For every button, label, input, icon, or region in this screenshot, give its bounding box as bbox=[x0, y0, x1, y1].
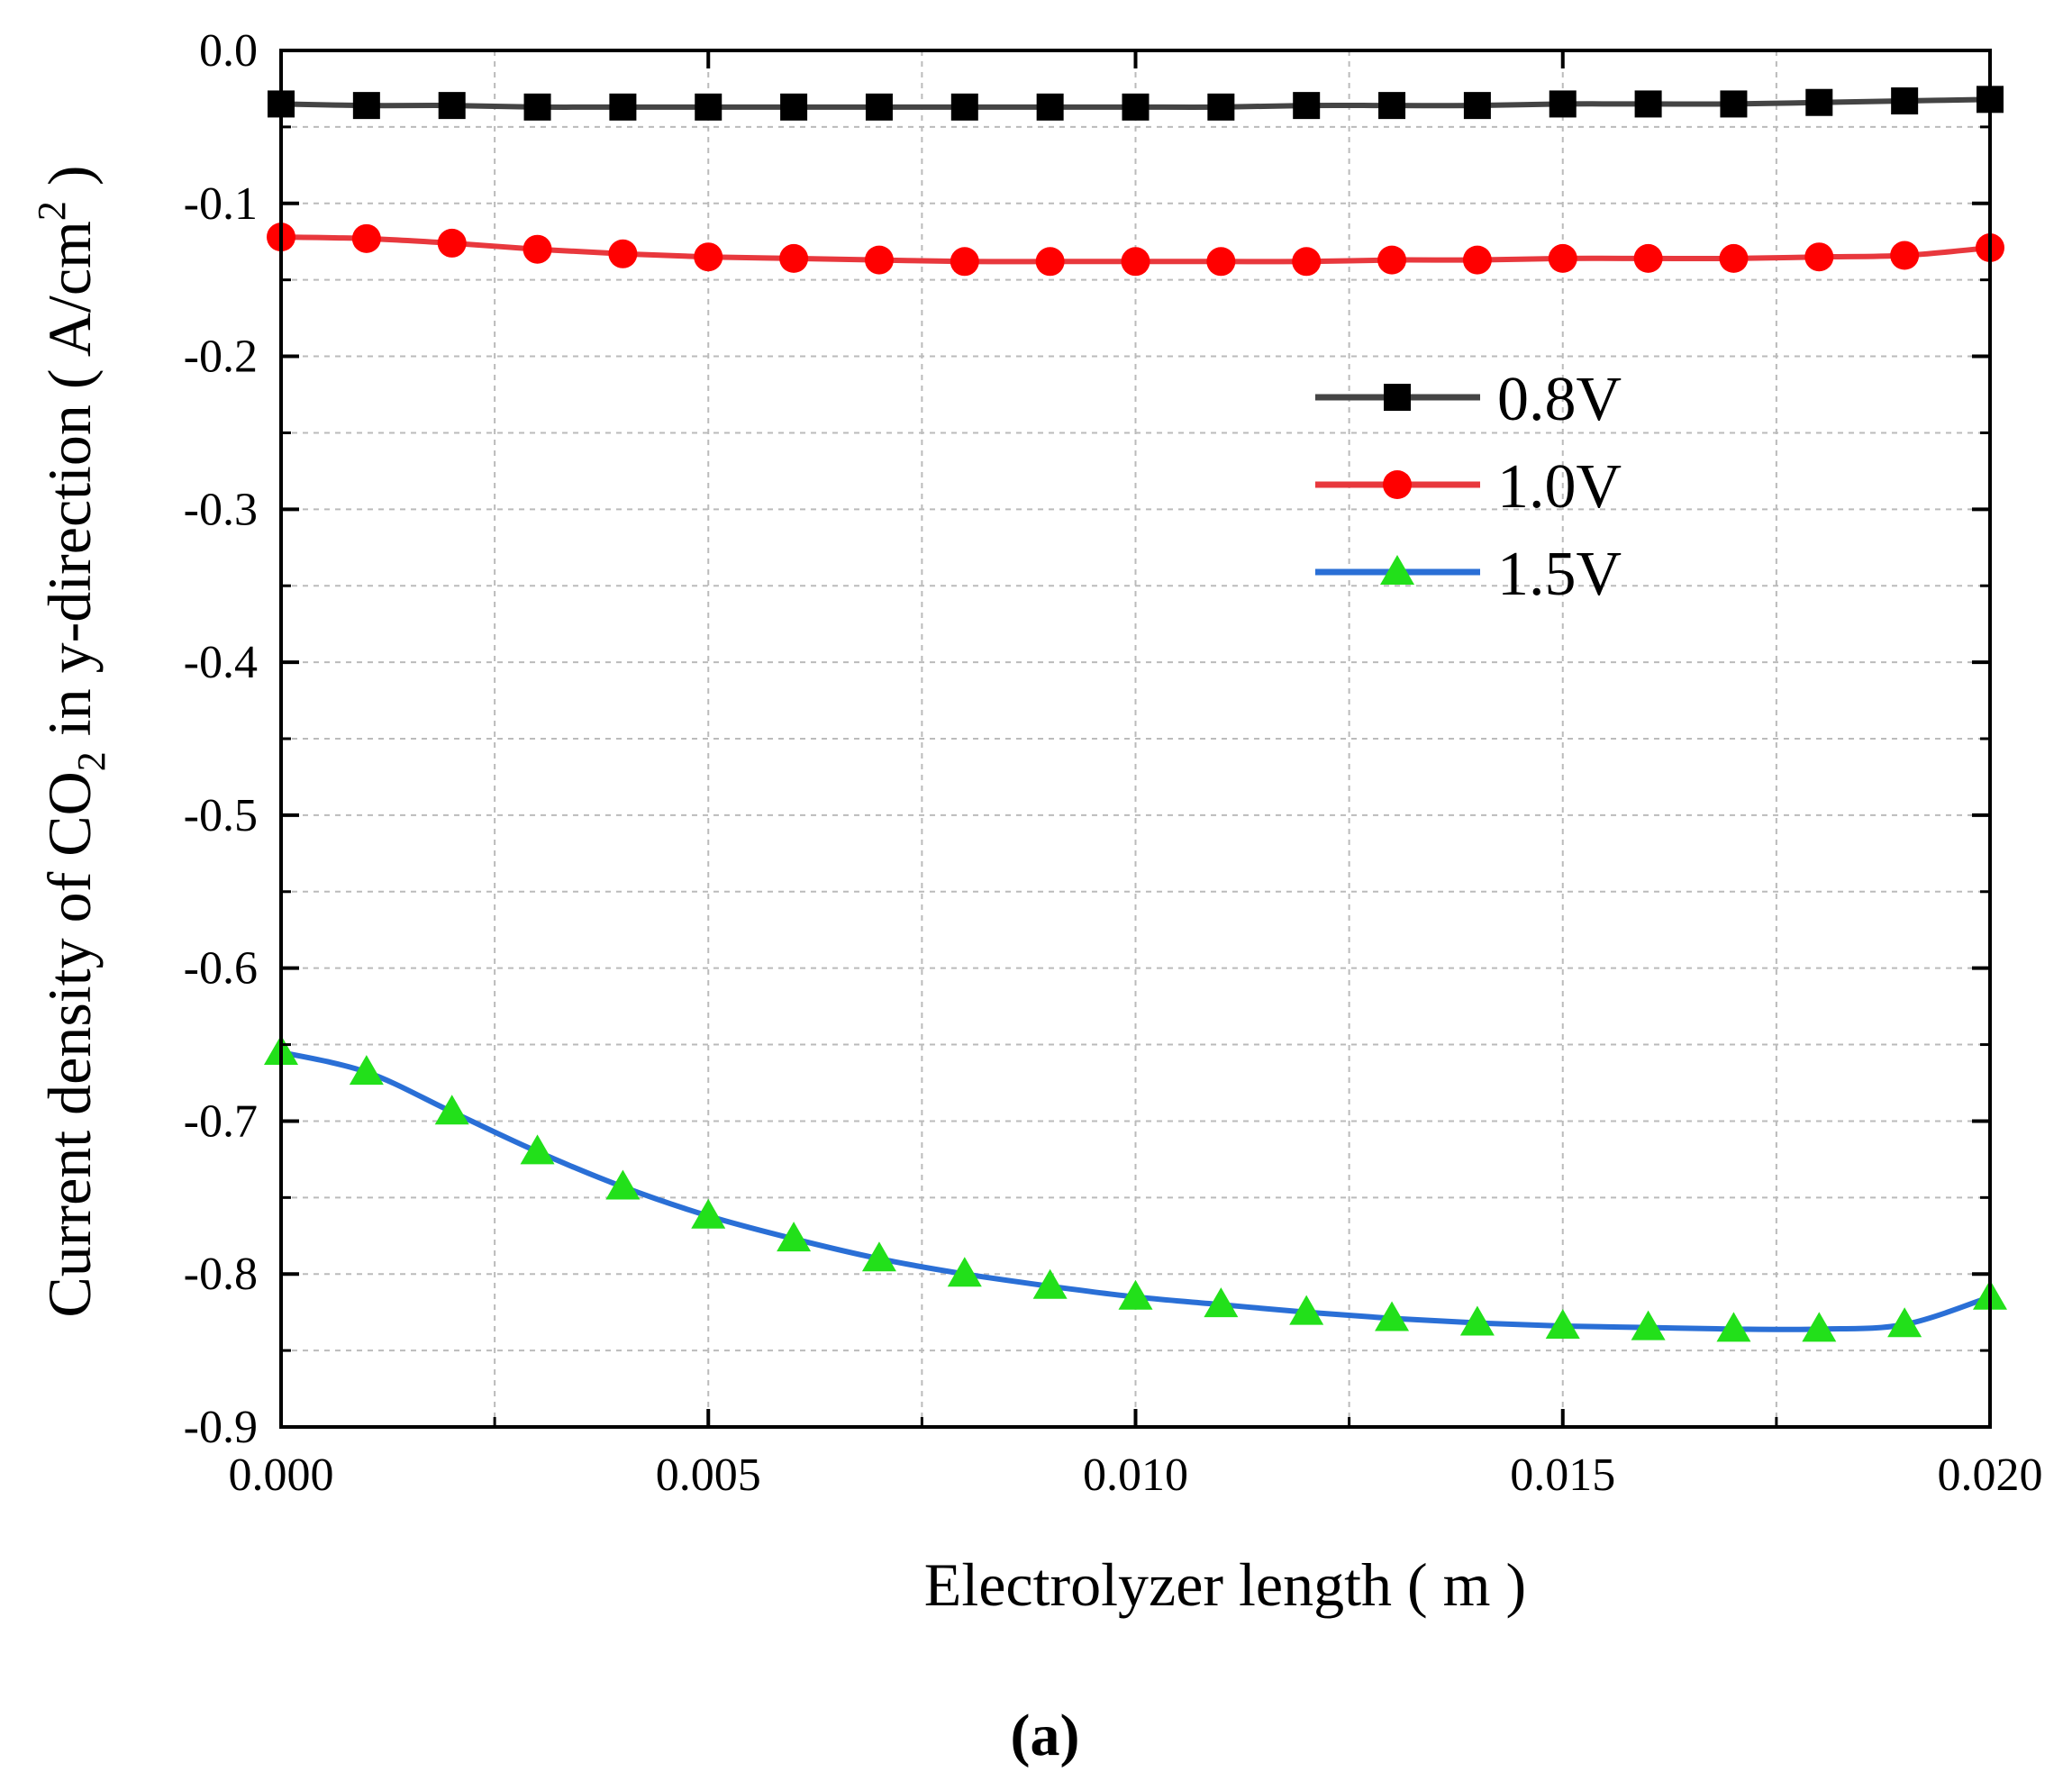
data-point bbox=[950, 93, 978, 121]
y-tick-label: -0.4 bbox=[184, 637, 258, 688]
data-point bbox=[950, 247, 979, 277]
data-point bbox=[865, 93, 893, 121]
data-point bbox=[1036, 93, 1064, 121]
data-point bbox=[1293, 92, 1321, 120]
data-point bbox=[1035, 247, 1065, 277]
series-1.0V bbox=[267, 223, 2004, 277]
data-point bbox=[1804, 242, 1834, 272]
legend-marker bbox=[1384, 384, 1411, 411]
data-point bbox=[608, 239, 638, 268]
legend-marker bbox=[1383, 470, 1412, 499]
x-tick-label: 0.010 bbox=[1083, 1449, 1188, 1501]
data-point bbox=[1633, 243, 1663, 273]
ticks: 0.000 0.005 0.010 0.015 0.020 0.0 -0.1 -0.2 -0.3… bbox=[184, 25, 2043, 1501]
data-point bbox=[1375, 1301, 1410, 1331]
y-axis-label-part: Current density of CO bbox=[35, 771, 104, 1317]
x-tick-label: 0.015 bbox=[1510, 1449, 1615, 1501]
data-point bbox=[1549, 90, 1577, 118]
data-point bbox=[438, 92, 466, 120]
data-point bbox=[1548, 243, 1577, 273]
data-point bbox=[780, 93, 808, 121]
y-tick-label: -0.8 bbox=[184, 1249, 258, 1300]
data-point bbox=[609, 93, 637, 121]
data-point bbox=[1887, 1307, 1922, 1338]
data-point bbox=[1805, 88, 1833, 116]
data-point bbox=[1802, 1312, 1837, 1342]
y-tick-label: -0.1 bbox=[184, 178, 258, 230]
legend-item: 1.0V bbox=[1315, 452, 1622, 522]
y-tick-label: -0.7 bbox=[184, 1095, 258, 1147]
data-point bbox=[1206, 247, 1236, 277]
data-point bbox=[520, 1134, 555, 1165]
data-point bbox=[605, 1169, 641, 1200]
series-group bbox=[264, 86, 2007, 1342]
x-axis-label: Electrolyzer length ( m ) bbox=[924, 1550, 1526, 1619]
data-point bbox=[1890, 241, 1920, 270]
legend-label: 1.0V bbox=[1497, 452, 1622, 522]
data-point bbox=[1720, 90, 1748, 118]
data-point bbox=[691, 1198, 726, 1229]
y-axis-label-part: in y-direction ( A/cm bbox=[35, 221, 104, 751]
series-1.5V bbox=[264, 1035, 2007, 1342]
y-axis-label: Current density of CO2 in y-direction ( … bbox=[30, 165, 114, 1317]
data-point bbox=[1292, 247, 1322, 277]
y-tick-label: -0.9 bbox=[184, 1402, 258, 1453]
y-tick-label: -0.3 bbox=[184, 484, 258, 535]
x-tick-label: 0.000 bbox=[229, 1449, 334, 1501]
data-point bbox=[1377, 245, 1407, 275]
data-point bbox=[1891, 87, 1919, 115]
y-tick-label: -0.2 bbox=[184, 332, 258, 383]
data-point bbox=[1122, 93, 1150, 121]
data-point bbox=[523, 234, 552, 264]
data-point bbox=[1289, 1295, 1324, 1325]
data-point bbox=[352, 92, 380, 120]
data-point bbox=[351, 223, 381, 253]
data-point bbox=[1121, 247, 1150, 277]
data-point bbox=[777, 1222, 812, 1252]
data-point bbox=[523, 93, 551, 121]
data-point bbox=[694, 242, 723, 272]
data-point bbox=[1378, 92, 1406, 120]
legend-item: 1.5V bbox=[1315, 540, 1622, 609]
x-tick-label: 0.005 bbox=[656, 1449, 761, 1501]
data-point bbox=[779, 243, 809, 273]
y-axis-label-sub: 2 bbox=[69, 751, 114, 771]
data-point bbox=[1459, 1305, 1495, 1336]
y-tick-label: -0.6 bbox=[184, 943, 258, 995]
x-tick-label: 0.020 bbox=[1938, 1449, 2043, 1501]
legend-item: 0.8V bbox=[1315, 365, 1622, 434]
y-axis-label-part: ) bbox=[35, 165, 104, 201]
grid bbox=[281, 50, 1990, 1427]
legend-label: 0.8V bbox=[1497, 365, 1622, 434]
legend: 0.8V 1.0V 1.5V bbox=[1315, 365, 1622, 609]
y-tick-label: -0.5 bbox=[184, 790, 258, 841]
data-point bbox=[1631, 1310, 1666, 1340]
data-point bbox=[1719, 243, 1749, 273]
data-point bbox=[434, 1095, 469, 1125]
series-0.8V bbox=[268, 86, 2004, 121]
data-point bbox=[1204, 1287, 1239, 1318]
data-point bbox=[1207, 93, 1235, 121]
legend-marker bbox=[1380, 555, 1414, 585]
data-point bbox=[864, 245, 894, 275]
data-point bbox=[349, 1055, 384, 1086]
figure-caption: (a) bbox=[1011, 1703, 1080, 1768]
data-point bbox=[1118, 1279, 1153, 1310]
data-point bbox=[947, 1257, 982, 1287]
data-point bbox=[437, 228, 467, 258]
data-point bbox=[1463, 92, 1491, 120]
data-point bbox=[1032, 1268, 1068, 1299]
data-point bbox=[861, 1241, 896, 1272]
data-point bbox=[1462, 245, 1492, 275]
y-axis-label-sup: 2 bbox=[30, 201, 74, 221]
data-point bbox=[1716, 1312, 1751, 1342]
y-tick-label: 0.0 bbox=[199, 25, 258, 77]
data-point bbox=[1545, 1308, 1580, 1339]
data-point bbox=[695, 93, 722, 121]
legend-label: 1.5V bbox=[1497, 540, 1622, 609]
data-point bbox=[1634, 90, 1662, 118]
